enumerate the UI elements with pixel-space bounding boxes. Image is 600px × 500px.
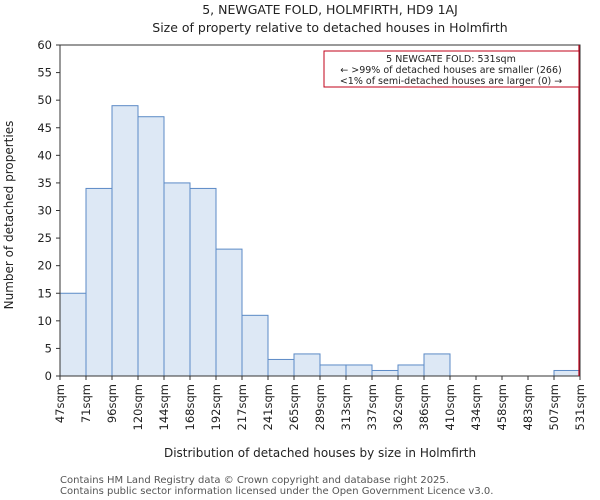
x-tick-label: 96sqm — [105, 384, 119, 423]
x-tick-label: 434sqm — [469, 384, 483, 430]
y-tick-label: 20 — [37, 259, 52, 273]
bar-96sqm — [111, 105, 139, 377]
chart-subtitle: Size of property relative to detached ho… — [152, 20, 507, 35]
bar-192sqm — [215, 248, 243, 377]
y-axis-ticks: 0 5 10 15 20 25 30 35 40 45 50 55 60 — [37, 38, 60, 383]
y-tick-label: 30 — [37, 204, 52, 218]
x-tick-label: 192sqm — [209, 384, 223, 430]
x-tick-label: 241sqm — [261, 384, 275, 430]
x-tick-label: 313sqm — [339, 384, 353, 430]
bar-47sqm — [59, 292, 87, 377]
x-axis-label: Distribution of detached houses by size … — [164, 446, 476, 460]
bar-289sqm — [319, 364, 347, 377]
y-tick-label: 45 — [37, 121, 52, 135]
y-tick-label: 55 — [37, 66, 52, 80]
plot-frame — [59, 44, 581, 377]
bar-265sqm — [293, 353, 321, 377]
x-tick-label: 289sqm — [313, 384, 327, 430]
y-tick-label: 40 — [37, 148, 52, 162]
y-tick-label: 0 — [45, 369, 52, 383]
bar-507sqm — [553, 369, 581, 377]
footer-line-1: Contains HM Land Registry data © Crown c… — [60, 475, 449, 486]
y-tick-label: 5 — [45, 341, 52, 355]
x-tick-label: 458sqm — [495, 384, 509, 430]
annotation-line-2: ← >99% of detached houses are smaller (2… — [340, 65, 561, 76]
y-tick-label: 60 — [37, 38, 52, 52]
chart-title: 5, NEWGATE FOLD, HOLMFIRTH, HD9 1AJ — [202, 2, 458, 17]
annotation-line-3: <1% of semi-detached houses are larger (… — [340, 76, 562, 87]
x-tick-label: 168sqm — [183, 384, 197, 430]
bar-337sqm — [371, 369, 399, 377]
bar-217sqm — [241, 314, 269, 377]
bars-group — [59, 105, 581, 377]
x-tick-label: 337sqm — [365, 384, 379, 430]
bar-313sqm — [345, 364, 373, 377]
x-tick-label: 265sqm — [287, 384, 301, 430]
bar-144sqm — [163, 182, 191, 377]
y-tick-label: 25 — [37, 231, 52, 245]
bar-168sqm — [189, 187, 217, 377]
y-tick-label: 10 — [37, 314, 52, 328]
x-tick-label: 217sqm — [235, 384, 249, 430]
x-axis-ticks: 47sqm 71sqm 96sqm 120sqm 144sqm 168sqm 192sqm 2… — [53, 376, 587, 430]
x-tick-label: 120sqm — [131, 384, 145, 430]
y-axis-label: Number of detached properties — [2, 121, 16, 310]
y-tick-label: 35 — [37, 176, 52, 190]
bar-362sqm — [397, 364, 425, 377]
x-tick-label: 531sqm — [573, 384, 587, 430]
annotation-box: 5 NEWGATE FOLD: 531sqm ← >99% of detache… — [323, 50, 580, 88]
bar-386sqm — [423, 353, 451, 377]
x-tick-label: 507sqm — [547, 384, 561, 430]
bar-241sqm — [267, 358, 295, 377]
x-tick-label: 47sqm — [53, 384, 67, 423]
x-tick-label: 410sqm — [443, 384, 457, 430]
x-tick-label: 483sqm — [521, 384, 535, 430]
y-tick-label: 15 — [37, 286, 52, 300]
y-tick-label: 50 — [37, 93, 52, 107]
footer-line-2: Contains public sector information licen… — [60, 486, 493, 497]
x-tick-label: 386sqm — [417, 384, 431, 430]
x-tick-label: 144sqm — [157, 384, 171, 430]
x-tick-label: 362sqm — [391, 384, 405, 430]
bar-71sqm — [85, 187, 113, 377]
annotation-line-1: 5 NEWGATE FOLD: 531sqm — [386, 54, 516, 65]
bar-120sqm — [137, 116, 165, 377]
x-tick-label: 71sqm — [79, 384, 93, 423]
